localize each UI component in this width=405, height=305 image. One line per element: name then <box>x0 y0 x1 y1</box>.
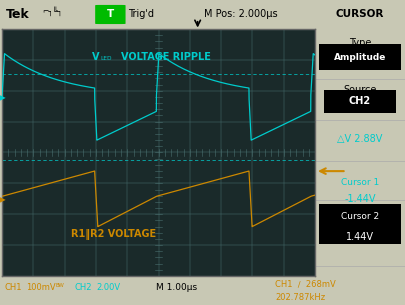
Text: Cursor 1: Cursor 1 <box>341 178 379 187</box>
Text: 2.00V: 2.00V <box>96 282 121 292</box>
Text: CH1  ∕  268mV: CH1 ∕ 268mV <box>275 280 336 289</box>
Bar <box>319 204 401 244</box>
Text: CURSOR: CURSOR <box>335 9 384 19</box>
Text: 2▶: 2▶ <box>0 92 6 102</box>
Text: LED: LED <box>100 56 112 61</box>
Bar <box>324 90 396 113</box>
Text: R1‖R2 VOLTAGE: R1‖R2 VOLTAGE <box>71 229 156 240</box>
Text: V: V <box>92 52 99 62</box>
Text: -1.44V: -1.44V <box>344 194 376 204</box>
Text: M Pos: 2.000μs: M Pos: 2.000μs <box>204 9 278 19</box>
Text: 1▶: 1▶ <box>0 194 6 203</box>
Text: Trig'd: Trig'd <box>128 9 153 19</box>
Text: Tek: Tek <box>6 8 30 21</box>
FancyBboxPatch shape <box>95 5 126 24</box>
Text: 100mV: 100mV <box>26 282 56 292</box>
Text: CH2: CH2 <box>75 282 92 292</box>
Text: T: T <box>107 9 114 19</box>
Text: 202.787kHz: 202.787kHz <box>275 293 326 302</box>
Text: CH1: CH1 <box>4 282 21 292</box>
Text: ⌐┐╚┐: ⌐┐╚┐ <box>43 7 63 16</box>
Text: BW: BW <box>56 283 65 288</box>
Text: Source: Source <box>343 85 377 95</box>
Text: VOLTAGE RIPPLE: VOLTAGE RIPPLE <box>121 52 211 62</box>
Text: △V 2.88V: △V 2.88V <box>337 135 383 144</box>
Text: 1.44V: 1.44V <box>346 232 374 242</box>
Bar <box>319 44 401 70</box>
Text: Cursor 2: Cursor 2 <box>341 212 379 221</box>
Text: Type: Type <box>349 38 371 48</box>
Text: CH2: CH2 <box>349 96 371 106</box>
Text: M 1.00μs: M 1.00μs <box>156 282 197 292</box>
Text: Amplitude: Amplitude <box>334 53 386 63</box>
